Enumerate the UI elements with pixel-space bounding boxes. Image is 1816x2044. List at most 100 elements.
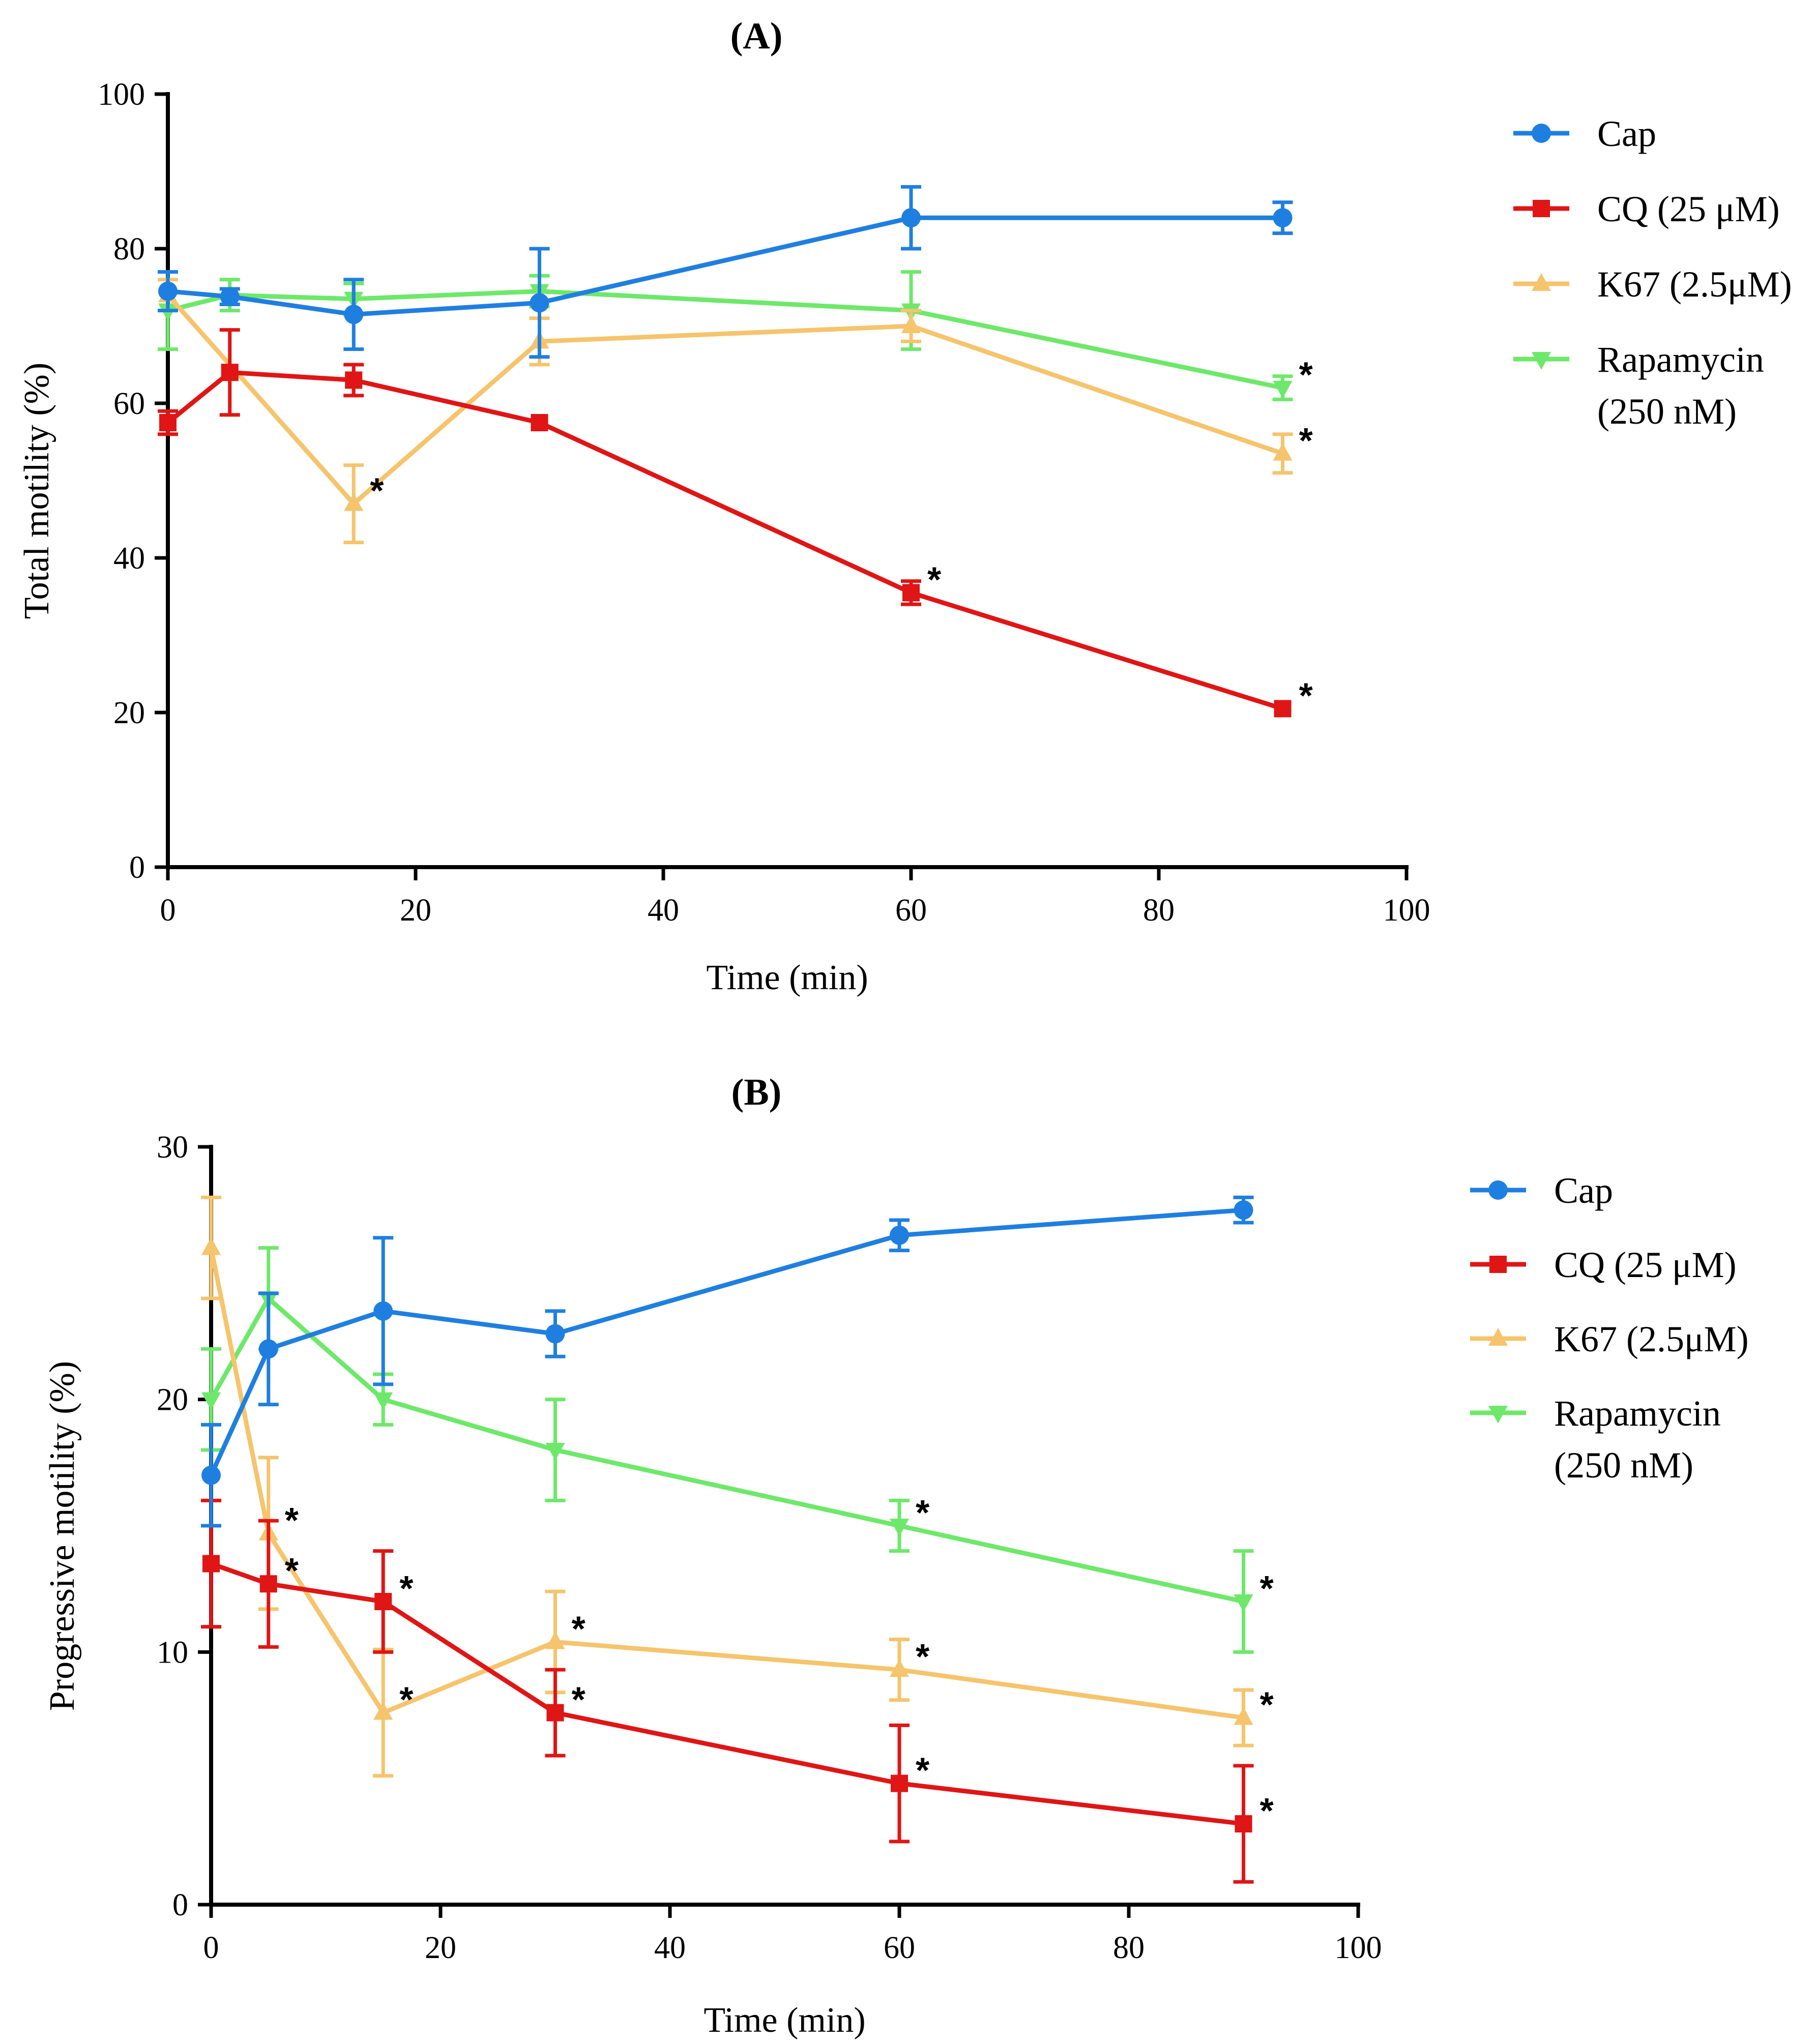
legend-item-rapamycin: Rapamycin (250 nM)	[1513, 339, 1764, 432]
series-cap-marker-5	[1273, 208, 1293, 228]
x-tick-label: 100	[1335, 1931, 1382, 1965]
y-tick-label: 60	[113, 387, 145, 421]
chart-panel-a: (A) 0 20 40 60 80 100 0 20 40 60 80 100 Time (min) Tot…	[17, 15, 1792, 997]
series-k67-marker-2	[373, 1702, 393, 1720]
legend-item-cq: CQ (25 μM)	[1470, 1245, 1737, 1285]
series-cq-marker-4	[902, 584, 920, 602]
x-tick-label: 60	[884, 1931, 915, 1965]
y-tick-label: 20	[157, 1383, 188, 1417]
legend-cq-marker-legend	[1533, 200, 1550, 217]
series-cq-marker-0	[202, 1555, 220, 1573]
series-cq: **	[158, 328, 1313, 718]
series-cap-marker-1	[220, 287, 240, 307]
y-tick-label: 40	[113, 541, 145, 576]
series-rapamycin-marker-2	[373, 1392, 393, 1410]
series-rapamycin-significance-5: *	[1260, 1568, 1274, 1608]
legend-item-cap: Cap	[1513, 113, 1656, 154]
series-cq-marker-3	[546, 1704, 564, 1722]
series-cap-marker-4	[890, 1225, 909, 1245]
series-k67: *****	[201, 1195, 1274, 1778]
x-tick-label: 100	[1383, 893, 1430, 928]
series-cq-marker-2	[374, 1593, 392, 1610]
x-axis-label: Time (min)	[706, 958, 868, 997]
legend-label: Rapamycin	[1597, 339, 1764, 380]
x-tick-label: 0	[203, 1931, 219, 1965]
series-k67-line	[209, 1247, 1244, 1720]
series-k67-marker-1	[344, 493, 364, 511]
series-cq-marker-0	[159, 414, 177, 431]
x-tick-label: 60	[895, 893, 927, 928]
series-k67-significance-5: *	[1260, 1684, 1274, 1724]
legend-item-cap: Cap	[1470, 1170, 1613, 1211]
legend-label: Rapamycin	[1554, 1393, 1721, 1434]
x-tick-label: 0	[160, 893, 176, 928]
series-cq-significance-2: *	[399, 1568, 414, 1608]
series-cap	[158, 185, 1293, 359]
legend-item-k67: K67 (2.5μM)	[1513, 264, 1792, 305]
series-rapamycin-marker-5	[1273, 380, 1293, 399]
series-k67-significance-3: *	[572, 1609, 586, 1648]
y-tick-label: 30	[157, 1130, 188, 1165]
legend-label: K67 (2.5μM)	[1554, 1319, 1749, 1359]
legend-label: Cap	[1597, 113, 1656, 154]
series-rapamycin-significance-5: *	[1299, 355, 1313, 395]
y-axis-label: Total motility (%)	[17, 363, 56, 619]
series-cap-marker-5	[1234, 1200, 1253, 1220]
series-cap	[201, 1195, 1254, 1528]
series-k67-marker-0	[201, 1237, 221, 1255]
series-cq-line	[166, 370, 1283, 711]
series-cq-significance-1: *	[285, 1551, 299, 1590]
y-tick-label: 20	[113, 696, 145, 730]
y-tick-label: 80	[113, 232, 145, 266]
series-k67-marker-4	[1273, 442, 1293, 461]
y-tick-label: 0	[172, 1888, 188, 1922]
series-k67-marker-5	[1234, 1707, 1253, 1725]
series-cap-line	[167, 215, 1283, 317]
series-cq-marker-4	[891, 1774, 908, 1792]
series-rapamycin: **	[201, 1246, 1274, 1654]
legend-k67-marker-legend	[1488, 1328, 1508, 1346]
series-cq-line	[210, 1561, 1244, 1826]
series-k67-line	[166, 293, 1283, 507]
x-tick-label: 40	[648, 893, 679, 928]
series-k67-marker-3	[545, 1631, 565, 1649]
series-cq-marker-1	[259, 1575, 277, 1593]
legend-item-cq: CQ (25 μM)	[1513, 189, 1780, 229]
y-tick-label: 10	[157, 1635, 188, 1670]
series-k67-significance-1: *	[370, 471, 384, 511]
x-tick-label: 20	[400, 893, 431, 928]
series-cq-marker-5	[1274, 700, 1292, 718]
x-tick-label: 40	[654, 1931, 686, 1965]
legend-label: K67 (2.5μM)	[1597, 264, 1792, 305]
series-cap-line	[209, 1207, 1244, 1476]
legend-cap-marker-legend	[1488, 1180, 1508, 1200]
chart-title: (B)	[731, 1072, 782, 1113]
series-cq-marker-5	[1235, 1815, 1252, 1833]
series-cap-marker-3	[545, 1324, 565, 1344]
series-cap-marker-1	[258, 1339, 278, 1359]
series-k67-significance-2: *	[399, 1680, 414, 1720]
series-rapamycin-marker-3	[545, 1443, 565, 1461]
series-k67-marker-4	[890, 1659, 909, 1677]
y-tick-label: 100	[98, 77, 145, 112]
legend-cap-marker-legend	[1532, 124, 1551, 143]
series-rapamycin-line	[167, 289, 1283, 391]
series-cq-marker-2	[345, 371, 363, 389]
legend-label: Cap	[1554, 1170, 1613, 1211]
x-tick-label: 20	[425, 1931, 456, 1965]
series-k67: **	[158, 278, 1313, 545]
legend-label: CQ (25 μM)	[1597, 189, 1780, 229]
legend-label: (250 nM)	[1554, 1445, 1693, 1486]
series-cq-significance-5: *	[1260, 1791, 1274, 1830]
series-cq-significance-5: *	[1299, 675, 1313, 715]
series-rapamycin-marker-4	[890, 1519, 909, 1536]
series-cap-marker-0	[158, 281, 178, 301]
series-cq-marker-3	[531, 414, 548, 431]
series-k67-significance-1: *	[285, 1500, 299, 1540]
series-rapamycin-marker-0	[201, 1392, 221, 1410]
series-rapamycin-marker-5	[1234, 1594, 1253, 1612]
y-axis-label: Progressive motility (%)	[43, 1361, 82, 1711]
legend-cq-marker-legend	[1489, 1256, 1507, 1273]
legend-label: (250 nM)	[1597, 391, 1737, 432]
